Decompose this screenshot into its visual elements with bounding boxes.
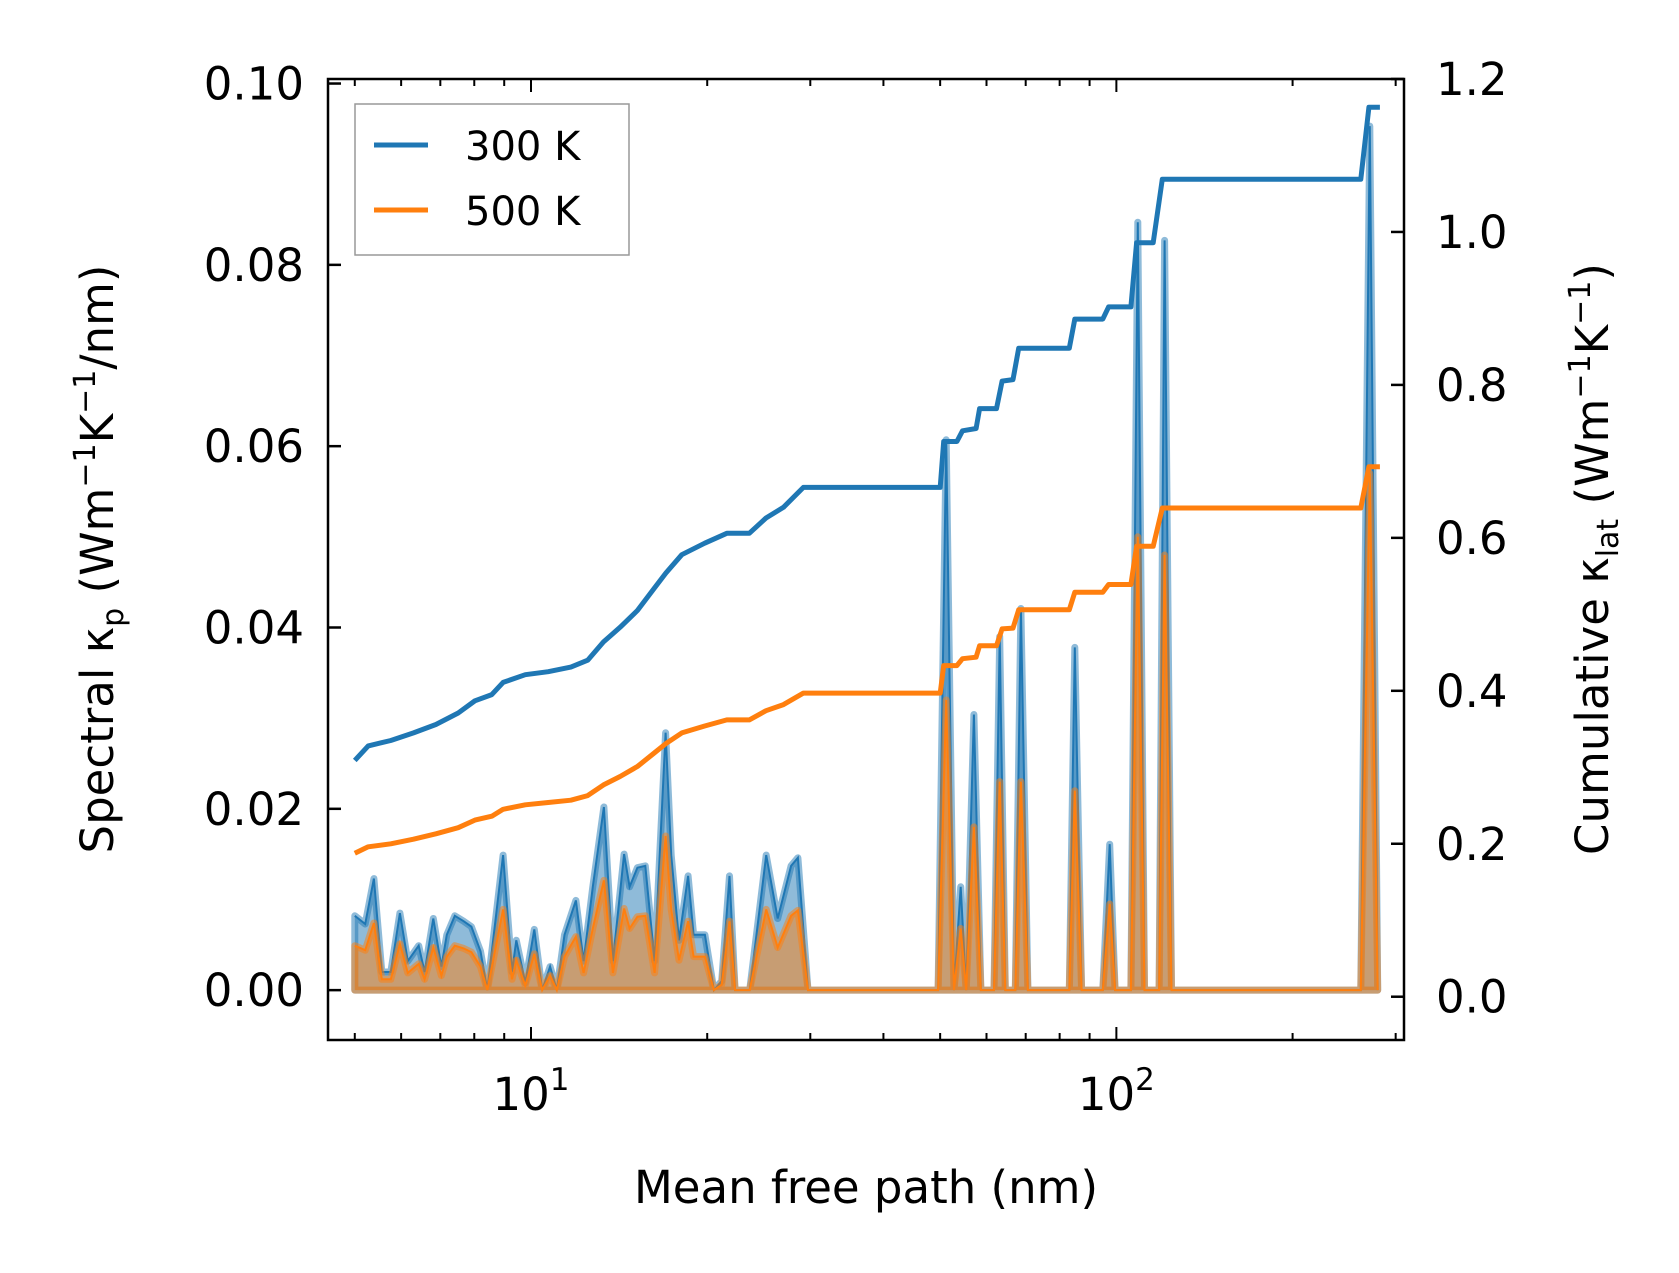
legend: 300 K 500 K — [354, 103, 630, 256]
cumulative-line-500k — [353, 464, 1380, 856]
y-tick-label: 0.04 — [204, 601, 304, 654]
legend-box — [354, 103, 630, 256]
y-tick-label: 0.08 — [204, 239, 304, 292]
y2-tick-label: 0.2 — [1436, 818, 1508, 871]
ticks: 0.00 0.02 0.04 0.06 0.08 0.10 0.0 0.2 0.4 0.6 0.8 1… — [204, 53, 1508, 1121]
plot-area — [351, 104, 1382, 994]
y-tick-label: 0.02 — [204, 783, 304, 836]
y-axis-label: Spectral κp (Wm−1K−1/nm) — [68, 265, 131, 854]
axes-frame — [326, 77, 1406, 1042]
y2-axis-label: Cumulative κlat (Wm−1K−1) — [1563, 263, 1626, 855]
y-tick-label: 0.00 — [204, 964, 304, 1017]
y2-tick-label: 0.6 — [1436, 512, 1508, 565]
y-tick-label: 0.06 — [204, 420, 304, 473]
y2-tick-label: 1.2 — [1436, 53, 1508, 106]
legend-label-500k: 500 K — [465, 189, 582, 235]
x-tick-label: 101 — [492, 1062, 569, 1121]
y2-tick-label: 0.8 — [1436, 359, 1508, 412]
y2-tick-label: 0.0 — [1436, 971, 1508, 1024]
cumulative-line-300k — [352, 104, 1380, 763]
x-axis-label: Mean free path (nm) — [634, 1161, 1098, 1214]
legend-label-300k: 300 K — [465, 124, 582, 170]
y2-tick-label: 1.0 — [1436, 206, 1508, 259]
y2-tick-label: 0.4 — [1436, 665, 1508, 718]
x-tick-label: 102 — [1078, 1062, 1155, 1121]
spectral-line-500k — [354, 473, 1379, 994]
spectral-line-300k — [354, 126, 1379, 993]
y-tick-label: 0.10 — [204, 58, 304, 111]
